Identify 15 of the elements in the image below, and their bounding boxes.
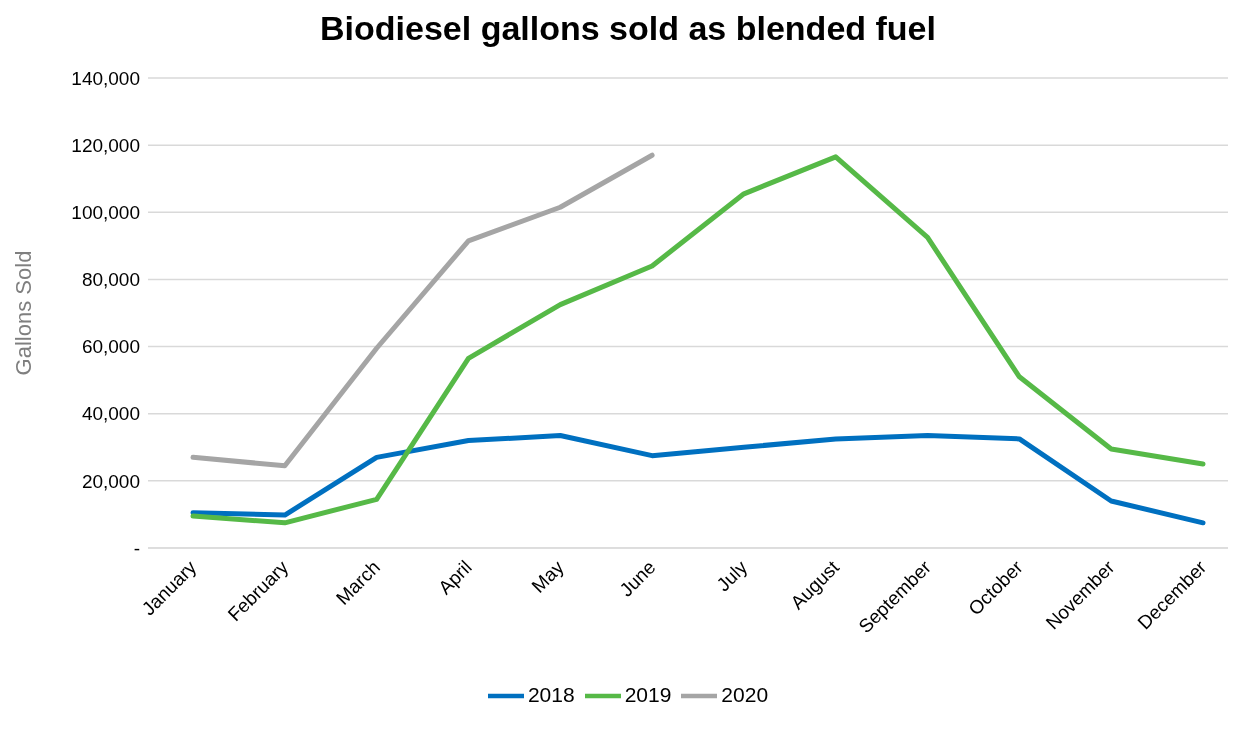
y-axis-title: Gallons Sold — [10, 250, 36, 376]
x-tick-label: May — [527, 556, 569, 597]
chart-title: Biodiesel gallons sold as blended fuel — [319, 8, 937, 48]
y-tick-label: 120,000 — [71, 134, 140, 156]
y-tick-label: 140,000 — [71, 67, 140, 89]
y-tick-label: 100,000 — [71, 202, 140, 224]
y-tick-label: 20,000 — [81, 470, 140, 492]
y-tick-label: 40,000 — [81, 403, 140, 425]
legend-label: 2018 — [527, 682, 575, 706]
y-tick-label: 60,000 — [81, 336, 140, 358]
y-tick-label: - — [133, 537, 140, 559]
legend-label: 2020 — [721, 682, 769, 706]
y-tick-label: 80,000 — [81, 269, 140, 291]
x-tick-label: July — [712, 556, 752, 596]
legend-label: 2019 — [624, 682, 672, 706]
